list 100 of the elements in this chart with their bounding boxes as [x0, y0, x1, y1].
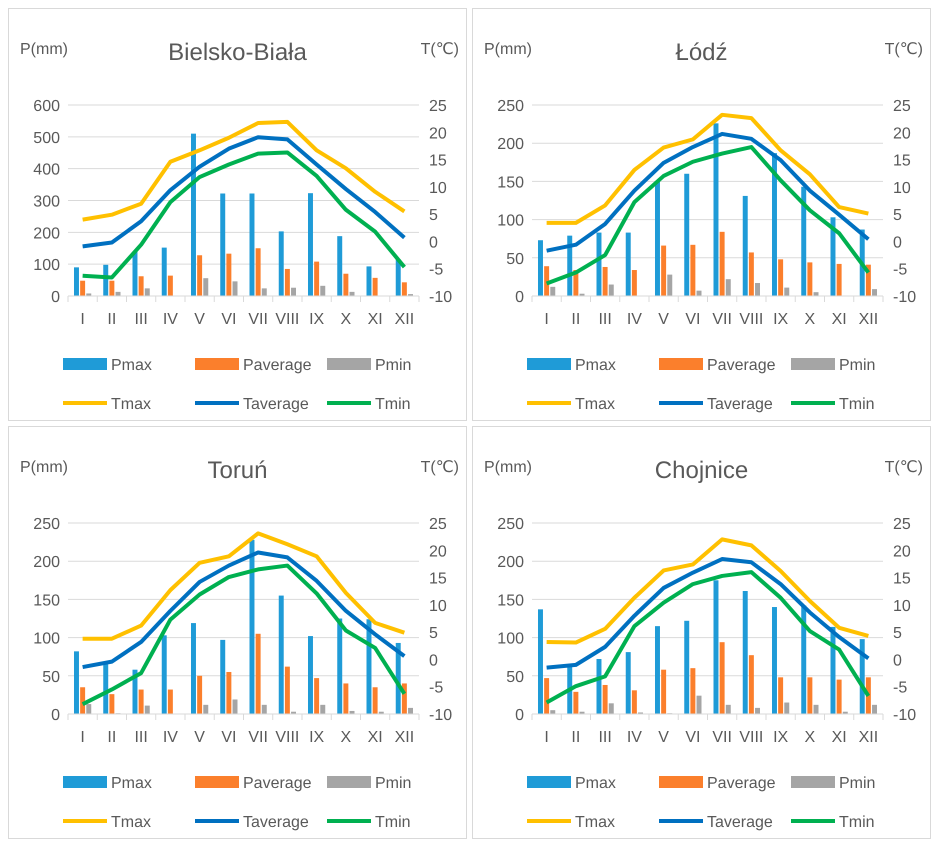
legend-label: Pmin — [375, 775, 412, 792]
y2-tick-label: -5 — [893, 262, 908, 279]
y2-axis-title: T(℃) — [884, 41, 923, 58]
x-tick-label: V — [658, 311, 670, 328]
y2-tick-label: 0 — [893, 234, 902, 252]
y2-tick-label: -5 — [893, 680, 908, 697]
x-tick-label: VII — [248, 311, 268, 328]
y2-axis-title: T(℃) — [420, 41, 459, 58]
x-tick-label: I — [80, 311, 85, 328]
chart-title: Toruń — [207, 457, 268, 484]
y-tick-label: 200 — [497, 554, 524, 572]
x-tick-label: IX — [773, 311, 789, 328]
legend-label: Tmax — [111, 396, 151, 413]
y-tick-label: 50 — [506, 668, 524, 686]
legend-label: Paverage — [243, 357, 312, 374]
x-tick-label: II — [571, 729, 580, 746]
legend-label: Pmax — [111, 775, 152, 792]
legend-label: Pmin — [839, 775, 876, 792]
x-tick-label: IV — [626, 311, 642, 328]
y-tick-label: 200 — [33, 225, 60, 242]
legend-label: Pmin — [839, 357, 876, 374]
y2-tick-label: 25 — [893, 516, 911, 533]
y2-tick-label: -10 — [429, 289, 452, 306]
x-tick-label: III — [134, 311, 148, 328]
x-tick-label: II — [107, 311, 116, 328]
x-tick-label: VI — [221, 729, 236, 746]
y2-tick-label: 20 — [893, 125, 911, 142]
legend-label: Tmin — [375, 396, 411, 413]
y-tick-label: 600 — [33, 98, 60, 115]
x-tick-label: VI — [685, 729, 700, 746]
y2-tick-label: 15 — [893, 570, 911, 588]
x-tick-label: II — [571, 311, 580, 328]
legend-label: Paverage — [243, 775, 312, 792]
x-tick-label: VIII — [275, 311, 300, 328]
y2-tick-label: -10 — [893, 289, 916, 306]
y2-tick-label: -10 — [893, 707, 916, 724]
y-tick-label: 200 — [497, 136, 524, 154]
legend-label: Tmin — [375, 814, 411, 831]
y-axis-title: P(mm) — [484, 41, 532, 58]
y2-tick-label: 25 — [893, 98, 911, 115]
x-tick-label: V — [194, 729, 206, 746]
y2-tick-label: 5 — [429, 207, 438, 224]
x-tick-label: I — [544, 729, 549, 746]
x-tick-label: V — [658, 729, 670, 746]
y-tick-label: 300 — [33, 194, 60, 210]
y2-tick-label: -5 — [429, 680, 444, 697]
y2-tick-label: 5 — [893, 207, 902, 224]
x-tick-label: XII — [394, 729, 414, 746]
legend-label: Paverage — [707, 775, 776, 792]
y-tick-label: 100 — [497, 630, 524, 648]
x-tick-label: VIII — [275, 729, 300, 746]
x-tick-label: XI — [368, 729, 383, 746]
x-tick-label: I — [80, 729, 85, 746]
legend-label: Tmin — [839, 396, 875, 413]
x-tick-label: II — [107, 729, 116, 746]
x-tick-label: X — [804, 729, 816, 746]
y2-tick-label: 5 — [429, 625, 438, 642]
legend-label: Paverage — [707, 357, 776, 374]
y2-tick-label: 0 — [429, 234, 438, 252]
y2-tick-label: 20 — [429, 125, 447, 142]
y-tick-label: 100 — [33, 257, 60, 274]
x-tick-label: IV — [626, 729, 642, 746]
y2-tick-label: 25 — [429, 98, 447, 115]
x-tick-label: IX — [309, 729, 325, 746]
x-tick-label: V — [194, 311, 206, 328]
x-tick-label: VII — [712, 311, 732, 328]
x-tick-label: I — [544, 311, 549, 328]
legend-label: Tmax — [575, 814, 615, 831]
x-tick-label: III — [134, 729, 148, 746]
x-tick-label: X — [340, 729, 352, 746]
y-tick-label: 50 — [506, 250, 524, 268]
y2-tick-label: 25 — [429, 516, 447, 533]
y-tick-label: 150 — [497, 174, 524, 192]
y2-tick-label: 10 — [429, 598, 447, 615]
y-tick-label: 250 — [497, 516, 524, 533]
y2-tick-label: 10 — [893, 598, 911, 615]
legend-label: Taverage — [243, 396, 309, 413]
x-tick-label: III — [598, 311, 612, 328]
chart-title: Łódź — [675, 39, 728, 66]
x-tick-label: IX — [309, 311, 325, 328]
y2-tick-label: 20 — [429, 543, 447, 560]
y-tick-label: 250 — [33, 516, 60, 533]
y-tick-label: 200 — [33, 554, 60, 572]
y-tick-label: 0 — [51, 289, 60, 306]
x-tick-label: VI — [685, 311, 700, 328]
y2-axis-title: T(℃) — [420, 459, 459, 476]
x-tick-label: III — [598, 729, 612, 746]
x-tick-label: IV — [162, 729, 178, 746]
x-tick-label: XI — [832, 311, 847, 328]
legend-label: Tmax — [575, 396, 615, 413]
x-tick-label: X — [804, 311, 816, 328]
x-tick-label: X — [340, 311, 352, 328]
y-tick-label: 400 — [33, 162, 60, 179]
y2-tick-label: -5 — [429, 262, 444, 279]
y-tick-label: 500 — [33, 130, 60, 147]
x-tick-label: XII — [394, 311, 414, 328]
y2-tick-label: 15 — [429, 570, 447, 588]
x-tick-label: XI — [832, 729, 847, 746]
x-tick-label: VIII — [739, 311, 764, 328]
legend-label: Pmax — [575, 357, 616, 374]
